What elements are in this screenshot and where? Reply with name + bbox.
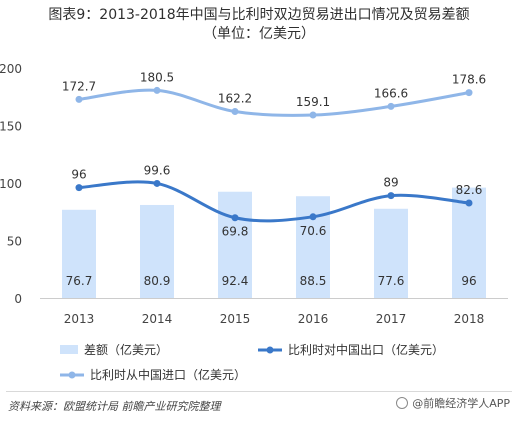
series-point <box>465 199 473 207</box>
legend-label: 差额（亿美元） <box>84 342 168 357</box>
line-data-label: 159.1 <box>296 95 330 109</box>
line-data-label: 180.5 <box>140 70 174 84</box>
bar-data-label: 80.9 <box>144 274 171 288</box>
series-point <box>309 111 317 119</box>
x-tick-label: 2016 <box>298 312 329 326</box>
series-line <box>78 180 470 223</box>
x-tick-label: 2013 <box>64 312 95 326</box>
bar-data-label: 92.4 <box>222 274 249 288</box>
legend-swatch-bar <box>60 345 78 354</box>
y-tick-label: 200 <box>0 62 22 76</box>
legend-label: 比利时对中国出口（亿美元） <box>288 342 444 357</box>
footer-divider <box>6 391 512 392</box>
y-tick-label: 50 <box>7 235 22 249</box>
x-tick-label: 2014 <box>142 312 173 326</box>
line-data-label: 178.6 <box>452 73 486 87</box>
source-note: 资料来源：欧盟统计局 前瞻产业研究院整理 <box>8 400 221 413</box>
y-tick-label: 100 <box>0 177 22 191</box>
series-point <box>75 184 83 192</box>
legend-label: 比利时从中国进口（亿美元） <box>90 367 246 382</box>
bar <box>374 208 408 298</box>
bar <box>62 209 96 298</box>
x-tick-label: 2017 <box>376 312 407 326</box>
line-data-label: 99.6 <box>144 163 171 177</box>
x-tick-label: 2018 <box>454 312 485 326</box>
line-data-label: 70.6 <box>300 224 327 238</box>
line-data-label: 172.7 <box>62 79 96 93</box>
legend: 差额（亿美元） 比利时对中国出口（亿美元） 比利时从中国进口（亿美元） <box>60 342 444 382</box>
bar <box>140 204 174 298</box>
line-data-label: 162.2 <box>218 91 252 105</box>
bar-data-label: 77.6 <box>378 274 405 288</box>
series-point <box>387 102 395 110</box>
y-axis-ticks: 0 50 100 150 200 <box>0 62 22 306</box>
chart-title-block: 图表9：2013-2018年中国与比利时双边贸易进出口情况及贸易差额 （单位：亿… <box>0 6 518 44</box>
line-series: 96 99.6 69.8 70.6 89 82.6 172.7 180.5 162.2 159.1… <box>62 70 486 238</box>
chart-title: 图表9：2013-2018年中国与比利时双边贸易进出口情况及贸易差额 <box>48 7 470 23</box>
bar-series <box>62 187 486 298</box>
brand-logo-icon <box>396 397 409 409</box>
x-tick-label: 2015 <box>220 312 251 326</box>
legend-swatch-marker <box>266 346 274 354</box>
bar-data-label: 76.7 <box>66 274 93 288</box>
line-data-label: 96 <box>71 168 86 182</box>
series-point <box>153 86 161 94</box>
series-point <box>153 179 161 187</box>
brand-logo-text: @前瞻经济学人APP <box>412 397 510 410</box>
series-point <box>75 95 83 103</box>
bar-data-label: 88.5 <box>300 274 327 288</box>
legend-swatch-marker <box>68 371 76 379</box>
x-axis-ticks: 2013 2014 2015 2016 2017 2018 <box>64 312 485 326</box>
bar-labels: 76.7 80.9 92.4 88.5 77.6 96 <box>66 274 477 288</box>
series-point <box>231 107 239 115</box>
chart-subtitle: （单位：亿美元） <box>203 26 315 42</box>
brand-logo: @前瞻经济学人APP <box>396 395 510 411</box>
line-data-label: 166.6 <box>374 86 408 100</box>
series-line <box>78 88 470 117</box>
line-data-label: 89 <box>383 176 398 190</box>
series-point <box>387 192 395 200</box>
bar <box>218 191 252 298</box>
line-data-label: 69.8 <box>222 225 249 239</box>
series-point <box>309 213 317 221</box>
line-data-label: 82.6 <box>456 183 483 197</box>
series-point <box>465 89 473 97</box>
series-point <box>231 214 239 222</box>
y-tick-label: 0 <box>14 292 22 306</box>
bar-data-label: 96 <box>461 274 476 288</box>
y-tick-label: 150 <box>0 120 22 134</box>
